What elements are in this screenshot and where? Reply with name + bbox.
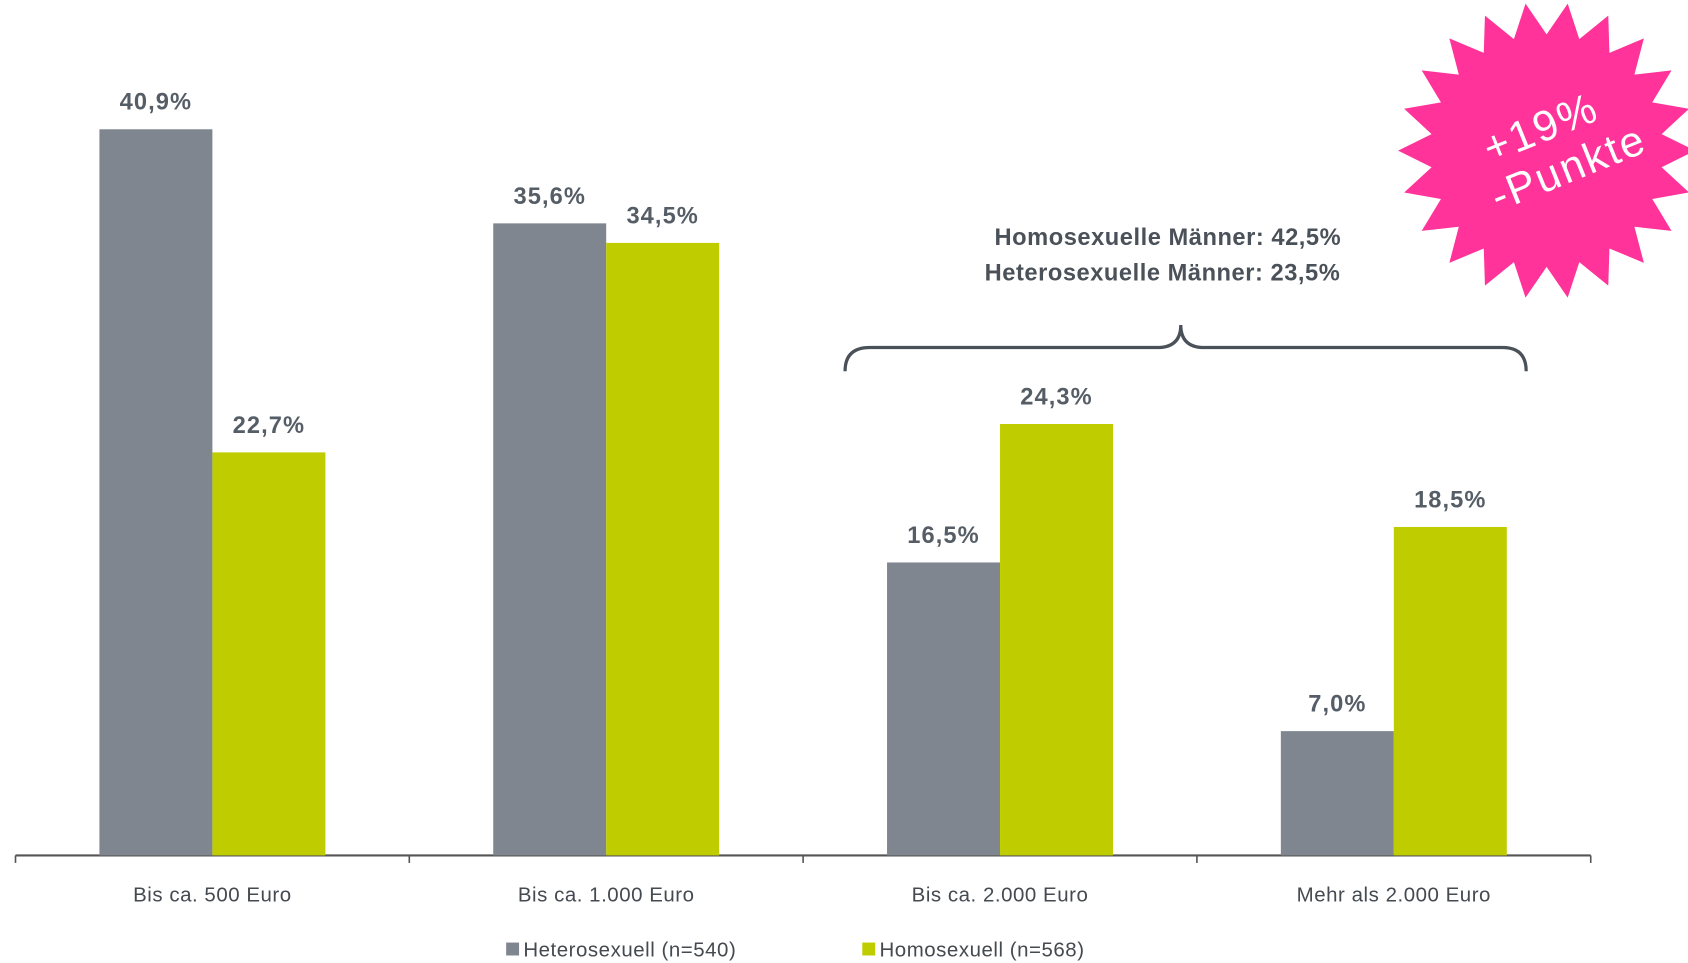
value-label: 18,5% (1414, 487, 1486, 513)
annotation: Heterosexuelle Männer: 23,5% (985, 261, 1341, 287)
bar (887, 562, 1001, 856)
value-label: 16,5% (907, 523, 979, 549)
starburst (1398, 3, 1688, 298)
value-label: 34,5% (626, 203, 698, 229)
brace (843, 324, 1528, 372)
value-label: 7,0% (1308, 692, 1366, 718)
legend-swatch (506, 942, 520, 956)
x-tick-label: Bis ca. 1.000 Euro (518, 884, 695, 907)
x-tick-label: Bis ca. 2.000 Euro (912, 884, 1089, 907)
x-tick-label: Bis ca. 500 Euro (133, 884, 292, 907)
legend-label: Heterosexuell (n=540) (523, 939, 736, 962)
bar (1393, 526, 1507, 856)
bar (493, 223, 607, 856)
legend-label: Homosexuell (n=568) (880, 939, 1085, 962)
x-tick-label: Mehr als 2.000 Euro (1297, 884, 1491, 907)
value-label: 40,9% (120, 90, 192, 116)
bar (1280, 731, 1394, 856)
value-label: 22,7% (233, 413, 305, 439)
bar (212, 452, 326, 856)
value-label: 24,3% (1020, 384, 1092, 410)
annotation: Homosexuelle Männer: 42,5% (995, 225, 1342, 251)
bar (606, 242, 720, 856)
bar (1000, 423, 1113, 856)
bar (99, 129, 213, 856)
badge: +19% -Punkte (1398, 3, 1688, 298)
value-label: 35,6% (513, 184, 585, 210)
legend-swatch (862, 942, 876, 956)
